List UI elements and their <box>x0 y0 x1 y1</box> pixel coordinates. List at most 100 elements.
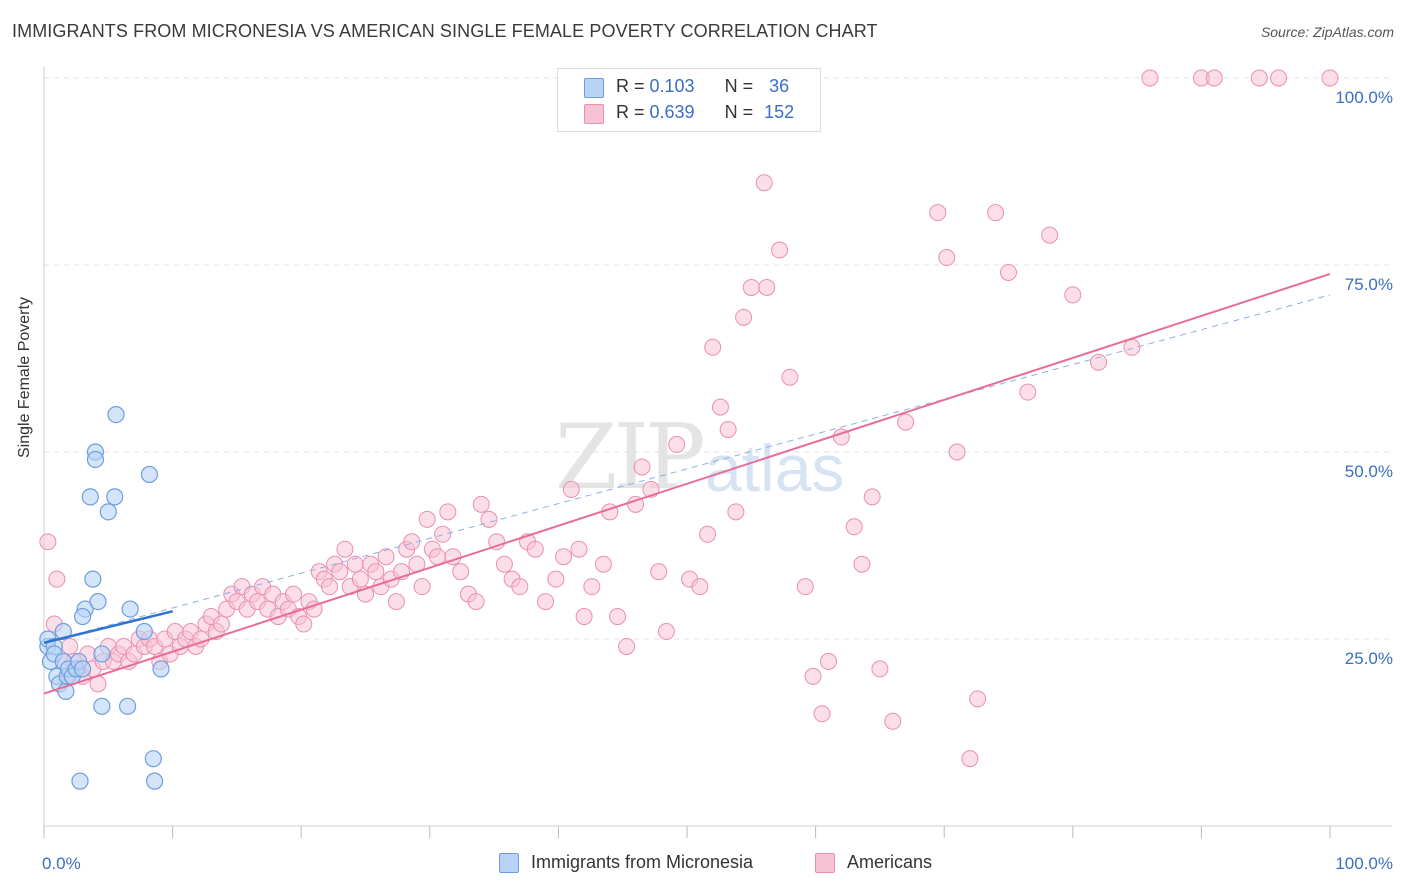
americans-point <box>609 608 627 626</box>
micronesia-point <box>86 450 105 469</box>
americans-point <box>467 593 485 611</box>
americans-point <box>871 660 889 678</box>
micronesia-point <box>99 503 117 521</box>
micronesia-point <box>121 600 139 618</box>
chart-title: IMMIGRANTS FROM MICRONESIA VS AMERICAN S… <box>12 21 878 41</box>
americans-point <box>618 637 636 655</box>
americans-point <box>61 637 79 655</box>
americans-point <box>758 278 776 296</box>
r-label: R = <box>616 102 650 122</box>
americans-point <box>668 436 686 454</box>
micronesia-point <box>73 660 92 678</box>
americans-point <box>961 750 979 768</box>
micronesia-point <box>145 772 164 790</box>
y-tick-label: 25.0% <box>1345 649 1393 668</box>
americans-point <box>735 308 753 326</box>
legend-label: Americans <box>847 852 933 872</box>
americans-point <box>377 548 395 566</box>
americans-point <box>627 495 645 513</box>
americans-point <box>495 555 513 573</box>
r-value: 0.639 <box>649 102 695 122</box>
micronesia-point <box>135 622 153 641</box>
micronesia-point <box>106 488 124 506</box>
blue-swatch <box>499 853 519 873</box>
americans-point <box>537 593 555 611</box>
americans-point <box>562 480 580 498</box>
y-tick-label: 100.0% <box>1335 88 1393 107</box>
americans-point <box>884 712 902 730</box>
americans-point <box>284 585 302 603</box>
r-value: 0.103 <box>649 76 695 96</box>
americans-point <box>633 458 651 476</box>
americans-point <box>351 570 369 588</box>
micronesia-point <box>107 406 125 424</box>
pink-swatch <box>815 853 835 873</box>
americans-point <box>711 398 729 416</box>
americans-point <box>526 540 544 558</box>
americans-point <box>938 249 956 267</box>
americans-point <box>555 548 573 566</box>
n-label: N = <box>724 102 759 122</box>
americans-point <box>845 518 863 536</box>
watermark-zip: ZIP <box>555 405 706 510</box>
x-tick-label: 100.0% <box>1335 854 1393 873</box>
n-label: N = <box>724 76 759 96</box>
americans-point <box>488 533 506 551</box>
americans-point <box>771 241 789 259</box>
micronesia-point <box>81 488 99 506</box>
americans-point <box>387 593 405 611</box>
americans-point <box>650 563 668 581</box>
americans-point <box>704 338 722 356</box>
americans-point <box>336 540 354 558</box>
americans-point <box>691 578 709 596</box>
micronesia-point <box>54 622 72 641</box>
americans-point <box>39 533 57 551</box>
americans-point <box>583 578 601 596</box>
americans-point <box>863 488 881 506</box>
americans-trend-line <box>43 273 1331 695</box>
americans-point <box>699 525 717 543</box>
micronesia-point <box>84 570 102 588</box>
americans-point <box>897 413 915 431</box>
americans-point <box>1000 263 1017 281</box>
americans-point <box>1270 69 1288 87</box>
micronesia-point <box>93 645 111 663</box>
americans-point <box>719 421 737 439</box>
americans-point <box>511 578 529 596</box>
americans-point <box>727 503 745 521</box>
americans-point <box>742 278 760 296</box>
americans-point <box>1041 226 1059 244</box>
americans-point <box>480 510 498 528</box>
r-label: R = <box>616 76 650 96</box>
americans-point <box>575 608 593 626</box>
americans-point <box>804 667 822 685</box>
americans-point <box>796 578 814 596</box>
americans-point <box>331 563 349 581</box>
pink-swatch <box>584 104 604 124</box>
americans-point <box>929 204 947 222</box>
americans-point <box>472 495 490 513</box>
americans-point <box>781 368 799 386</box>
americans-point <box>452 563 470 581</box>
americans-point <box>819 652 837 670</box>
x-tick-label: 0.0% <box>42 854 81 873</box>
americans-point <box>755 174 773 192</box>
americans-point <box>547 570 565 588</box>
americans-point <box>594 555 612 573</box>
americans-point <box>987 204 1005 222</box>
americans-point <box>1250 69 1268 87</box>
americans-point <box>413 578 431 596</box>
micronesia-trend-line <box>43 610 173 644</box>
y-tick-label: 50.0% <box>1345 462 1393 481</box>
americans-point <box>853 555 871 573</box>
americans-point <box>570 540 588 558</box>
americans-point <box>1064 286 1082 304</box>
reference-dashed-line <box>43 294 1331 644</box>
americans-point <box>1205 69 1223 87</box>
micronesia-point <box>93 697 111 715</box>
micronesia-point <box>71 772 89 790</box>
micronesia-point <box>144 750 162 768</box>
americans-point <box>403 533 421 551</box>
micronesia-point <box>89 592 107 611</box>
